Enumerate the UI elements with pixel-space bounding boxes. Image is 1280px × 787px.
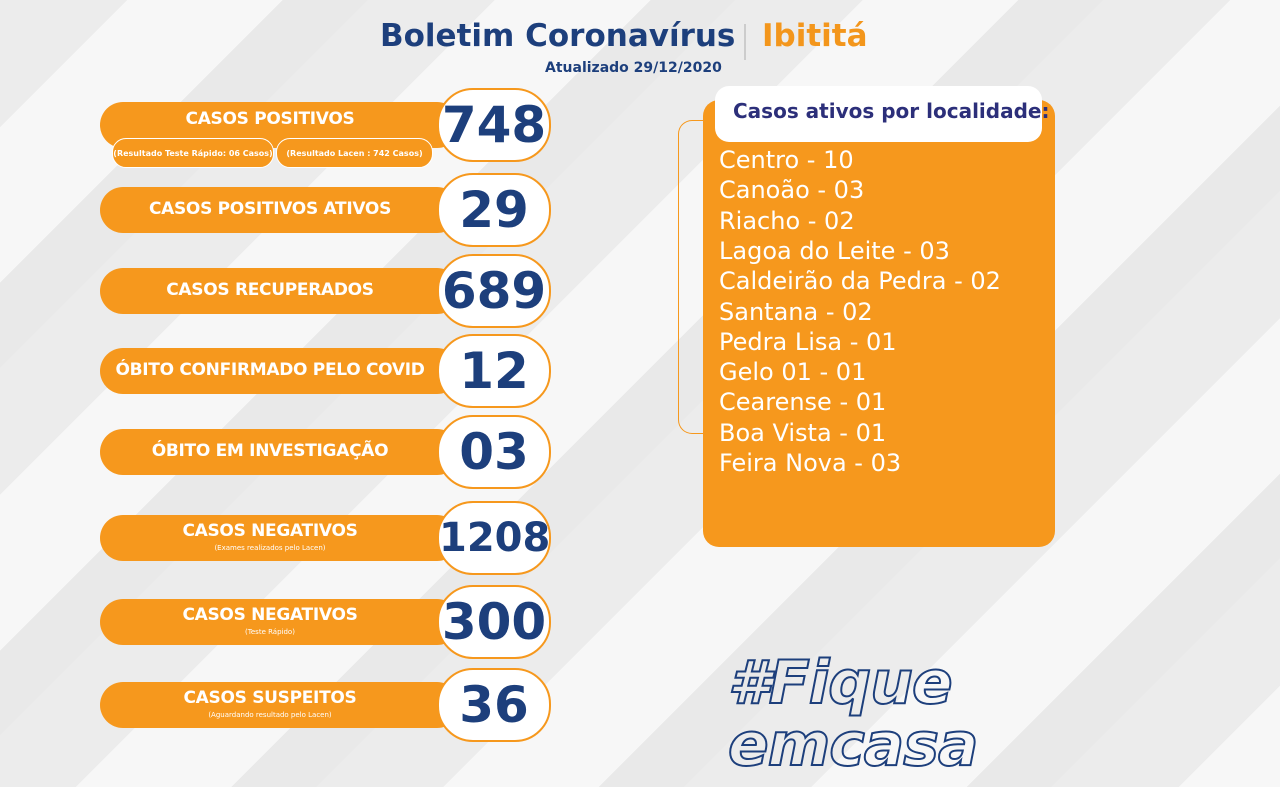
stat-value: 1208 [437,501,551,575]
updated-date: Atualizado 29/12/2020 [545,60,722,76]
stat-detail: (Resultado Teste Rápido: 06 Casos) [112,138,274,168]
localities-tab [715,86,1042,142]
hashtag: emcasa [727,709,979,781]
stat-label: CASOS RECUPERADOS [166,280,374,300]
stat-note: (Exames realizados pelo Lacen) [214,544,326,552]
stat-pill: ÓBITO CONFIRMADO PELO COVID [100,348,460,394]
locality-item: Pedra Lisa - 01 [719,327,897,356]
stat-pill: CASOS POSITIVOS (Resultado Teste Rápido: … [100,102,460,168]
stat-value: 300 [437,585,551,659]
stat-value: 689 [437,254,551,328]
stat-value: 12 [437,334,551,408]
stat-label: ÓBITO EM INVESTIGAÇÃO [151,441,389,461]
locality-item: Feira Nova - 03 [719,449,902,477]
stat-detail: (Resultado Lacen : 742 Casos) [276,138,433,168]
localities-title: Casos ativos por localidade: [733,99,1050,123]
stat-value: 03 [437,415,551,489]
stat-note: (Teste Rápido) [245,628,295,636]
locality-item: Centro - 10 [719,146,854,174]
locality-item: Riacho - 02 [719,206,855,235]
stat-value: 36 [437,668,551,742]
locality-item: Caldeirão da Pedra - 02 [719,267,1001,296]
locality-item: Canoão - 03 [719,176,865,205]
locality-item: Gelo 01 - 01 [719,358,867,387]
stat-label: CASOS POSITIVOS [185,109,355,129]
stat-pill: CASOS SUSPEITOS (Aguardando resultado pel… [100,682,460,728]
locality-item: Boa Vista - 01 [719,418,887,447]
stat-note: (Aguardando resultado pelo Lacen) [208,711,332,719]
locality-item: Santana - 02 [719,297,873,326]
stat-pill: CASOS POSITIVOS ATIVOS [100,187,460,233]
city: Ibititá [762,18,868,54]
separator [744,24,746,60]
stat-pill: CASOS RECUPERADOS [100,268,460,314]
stat-value: 29 [437,173,551,247]
stat-pill: CASOS NEGATIVOS (Teste Rápido) [100,599,460,645]
title: Boletim Coronavírus [380,18,736,54]
locality-item: Cearense - 01 [719,388,887,417]
stat-pill: CASOS NEGATIVOS (Exames realizados pelo L… [100,515,460,561]
stat-label: CASOS SUSPEITOS [183,688,357,708]
stat-label: CASOS POSITIVOS ATIVOS [148,199,392,219]
stat-label: CASOS NEGATIVOS [182,521,358,541]
localities-panel [703,100,1055,547]
stat-label: CASOS NEGATIVOS [182,605,358,625]
stat-value: 748 [437,88,551,162]
locality-item: Lagoa do Leite - 03 [719,236,950,265]
hashtag: #Fique [727,647,954,719]
stat-pill: ÓBITO EM INVESTIGAÇÃO [100,429,460,475]
bracket [678,120,705,434]
stat-label: ÓBITO CONFIRMADO PELO COVID [115,360,425,380]
